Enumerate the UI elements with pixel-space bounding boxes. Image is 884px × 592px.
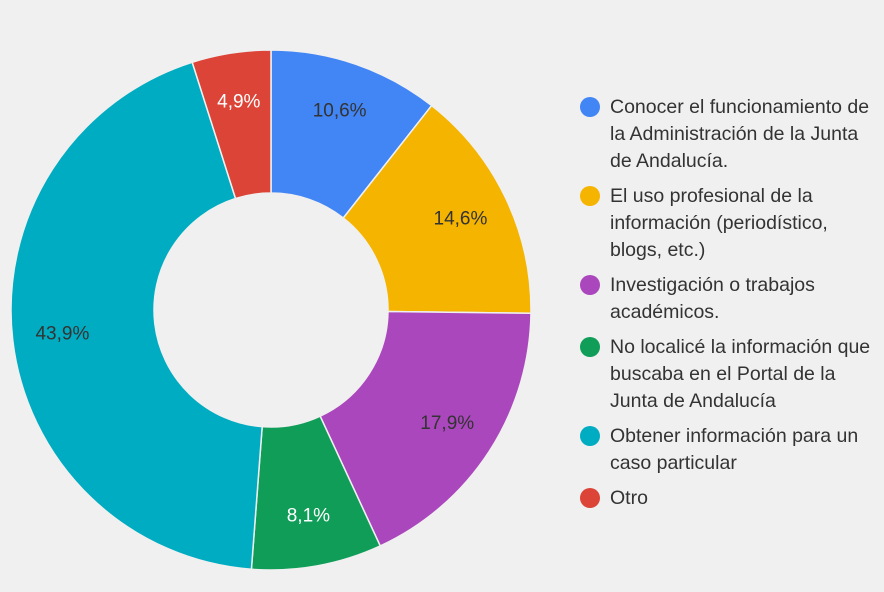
legend-label: Conocer el funcionamiento de la Administ… [610,96,870,172]
legend-item: El uso profesional de la información (pe… [580,183,880,264]
slice [342,104,532,315]
legend-item: Otro [580,485,880,512]
slice-label: 43,9% [35,323,89,344]
legend-label: Otro [610,487,648,509]
legend-item: Investigación o trabajos académicos. [580,272,880,326]
legend-item: No localicé la información que buscaba e… [580,334,880,415]
legend-swatch [580,337,600,357]
legend-item: Conocer el funcionamiento de la Administ… [580,94,880,175]
slice-label: 14,6% [434,208,488,229]
legend: Conocer el funcionamiento de la Administ… [580,94,880,520]
slice-label: 4,9% [217,91,260,112]
legend-swatch [580,426,600,446]
legend-swatch [580,275,600,295]
legend-swatch [580,488,600,508]
donut: 10,6% 14,6% 17,9% 8,1% 43,9% 4,9% [10,49,532,571]
slice-label: 8,1% [287,506,330,527]
legend-swatch [580,186,600,206]
slice [191,49,272,200]
legend-label: El uso profesional de la información (pe… [610,185,828,261]
legend-label: Obtener información para un caso particu… [610,425,859,474]
slice-label: 17,9% [420,413,474,434]
slice [319,310,532,547]
legend-label: No localicé la información que buscaba e… [610,336,871,412]
legend-swatch [580,97,600,117]
legend-item: Obtener información para un caso particu… [580,423,880,477]
legend-label: Investigación o trabajos académicos. [610,274,815,323]
slice [10,61,263,571]
slice-label: 10,6% [313,101,367,122]
